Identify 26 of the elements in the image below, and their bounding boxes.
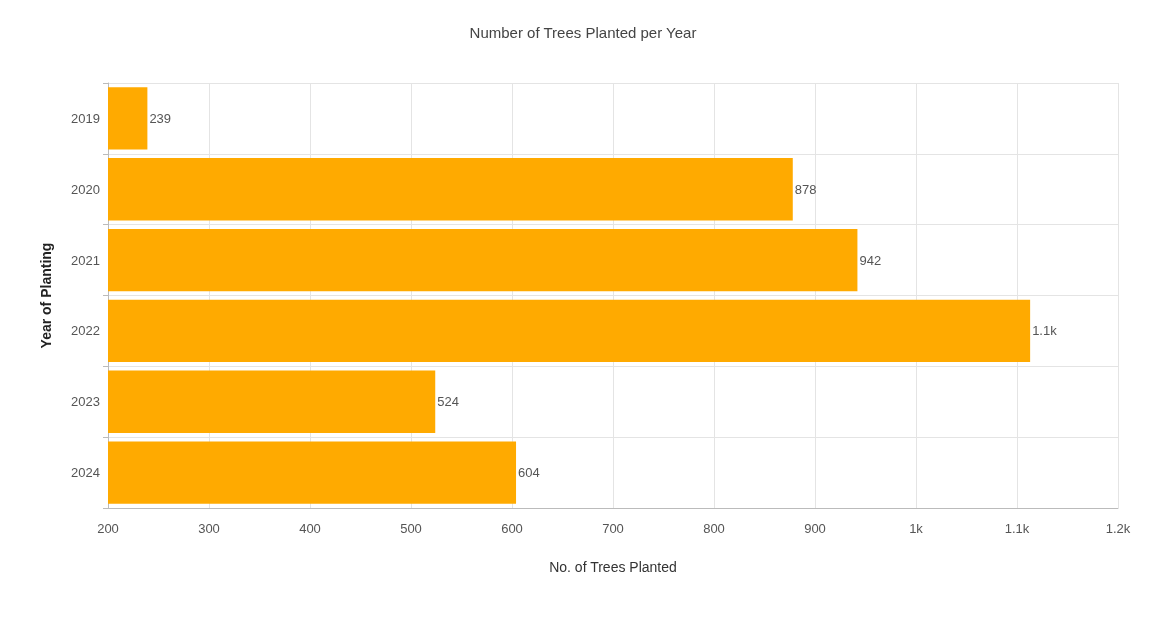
data-label: 239: [149, 110, 172, 126]
chart-title: Number of Trees Planted per Year: [469, 24, 697, 41]
y-tick-label: 2022: [71, 323, 100, 339]
x-tick-label: 600: [501, 521, 523, 536]
x-axis-title: No. of Trees Planted: [549, 559, 677, 575]
data-label: 604: [518, 465, 540, 481]
x-tick-label: 1.1k: [1004, 521, 1030, 536]
data-label: 878: [794, 181, 817, 197]
x-tick-label: 800: [703, 521, 725, 536]
y-tick-label: 2023: [71, 394, 100, 410]
x-tick-label: 300: [198, 521, 220, 536]
data-label: 524: [437, 394, 459, 410]
y-tick-label: 2021: [71, 252, 100, 268]
data-label: 942: [859, 252, 882, 268]
x-tick-label: 1.2k: [1105, 521, 1131, 536]
data-label: 1.1k: [1032, 323, 1058, 339]
y-tick-label: 2024: [71, 465, 100, 481]
x-tick-label: 700: [602, 521, 624, 536]
x-tick-label: 1k: [909, 521, 924, 536]
y-axis-title: Year of Planting: [38, 242, 54, 349]
y-tick-label: 2020: [71, 181, 100, 197]
x-tick-label: 400: [299, 521, 321, 536]
x-tick-label: 500: [400, 521, 422, 536]
y-tick-label: 2019: [71, 110, 100, 126]
x-tick-label: 200: [97, 521, 119, 536]
x-tick-label: 900: [804, 521, 826, 536]
